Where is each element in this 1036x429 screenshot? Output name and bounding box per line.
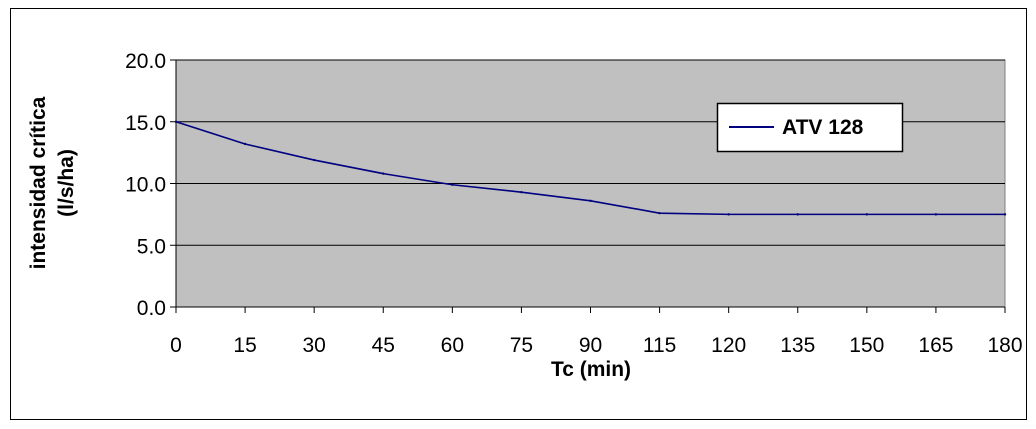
y-tick-label: 0.0: [137, 297, 166, 320]
data-point: [312, 158, 316, 162]
data-point: [589, 199, 592, 202]
data-point: [865, 213, 869, 216]
x-tick-label: 90: [579, 334, 602, 357]
y-tick-label: 20.0: [125, 50, 166, 73]
x-tick-label: 45: [372, 334, 395, 357]
legend: ATV 128: [716, 102, 904, 153]
y-axis: 0.0 5.0 10.0 15.0 20.0: [125, 50, 177, 320]
y-tick-label: 5.0: [137, 235, 166, 258]
data-point: [243, 142, 247, 146]
data-point: [174, 120, 178, 123]
data-point: [658, 211, 661, 215]
data-point: [451, 183, 454, 186]
x-tick-label: 0: [170, 334, 182, 357]
data-point: [382, 172, 385, 175]
data-point: [796, 213, 799, 216]
x-tick-label: 180: [987, 334, 1022, 357]
x-axis-title: Tc (min): [551, 358, 631, 381]
x-tick-label: 115: [643, 334, 676, 357]
x-tick-label: 60: [441, 334, 464, 357]
x-tick-label: 120: [711, 334, 746, 357]
y-tick-label: 10.0: [125, 174, 166, 197]
x-tick-label: 135: [780, 334, 815, 357]
x-axis: 0 15 30 45 60 75 90 115 120 135 150 165 180: [170, 306, 1023, 357]
y-axis-title-line-2: (l/s/ha): [55, 149, 78, 217]
data-point: [1003, 213, 1007, 216]
x-tick-label: 165: [918, 334, 953, 357]
legend-label: ATV 128: [782, 116, 864, 139]
y-axis-title-line-1: intensidad crítica: [27, 96, 50, 269]
x-tick-label: 15: [233, 334, 256, 357]
series-layer: [174, 120, 1007, 216]
x-tick-label: 30: [302, 334, 325, 357]
data-point: [934, 213, 938, 216]
data-point: [520, 190, 523, 194]
data-point: [727, 213, 730, 216]
y-tick-label: 15.0: [125, 112, 166, 135]
x-tick-label: 75: [510, 334, 533, 357]
x-tick-label: 150: [849, 334, 884, 357]
